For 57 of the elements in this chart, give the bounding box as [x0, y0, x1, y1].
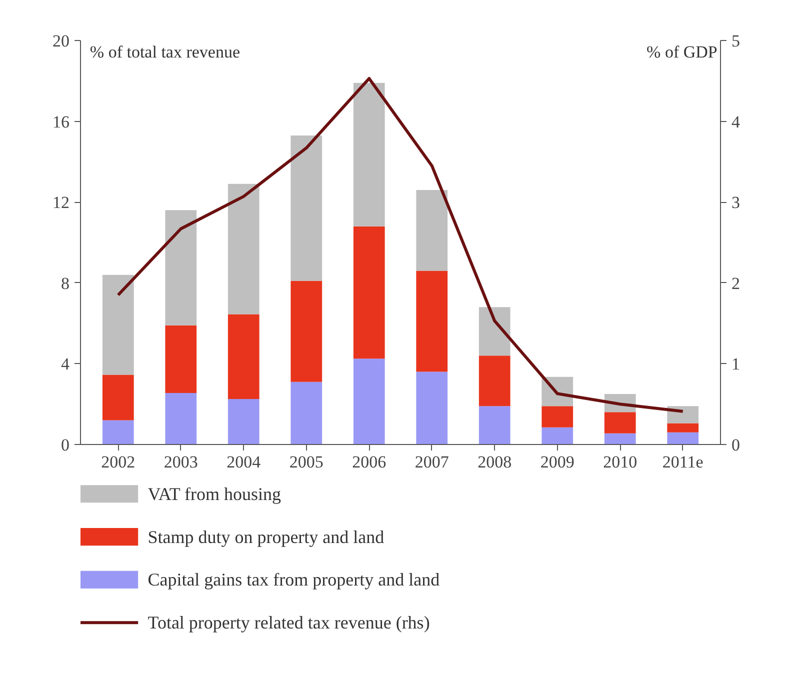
x-tick-label: 2007 — [414, 452, 450, 472]
legend-label: VAT from housing — [148, 484, 282, 504]
legend-label: Total property related tax revenue (rhs) — [148, 612, 430, 633]
bar — [102, 274, 134, 375]
bar — [416, 190, 448, 271]
bar — [228, 399, 260, 444]
x-tick-label: 2005 — [289, 452, 324, 472]
legend-label: Capital gains tax from property and land — [148, 570, 440, 590]
y-tick-label: 20 — [52, 32, 70, 50]
y2-tick-label: 1 — [732, 354, 740, 374]
y-tick-label: 4 — [61, 354, 70, 374]
y2-tick-label: 3 — [732, 193, 740, 212]
bar — [542, 406, 574, 428]
bar — [667, 406, 699, 424]
bar — [228, 184, 260, 314]
bar — [416, 270, 448, 372]
y2-tick-label: 2 — [732, 274, 740, 293]
bar — [478, 406, 510, 444]
y-axis-title: % of total tax revenue — [90, 42, 240, 62]
bar — [478, 307, 510, 356]
line-series — [116, 76, 684, 413]
y-tick-label: 0 — [61, 436, 70, 454]
bar — [353, 226, 385, 359]
bar — [416, 372, 448, 444]
y-tick-label: 16 — [52, 112, 70, 132]
bar — [353, 358, 385, 444]
bar — [667, 423, 699, 432]
bar — [604, 433, 636, 444]
legend-label: Stamp duty on property and land — [148, 526, 384, 547]
x-tick-label: 2008 — [478, 452, 512, 472]
x-tick-label: 2009 — [540, 452, 574, 472]
y-tick-label: 8 — [61, 274, 70, 293]
y2-tick-label: 4 — [732, 112, 740, 132]
bar — [165, 392, 197, 444]
x-tick-label: 2003 — [164, 452, 198, 472]
bar — [165, 325, 197, 393]
y2-tick-label: 5 — [732, 32, 740, 50]
bar — [102, 374, 134, 420]
bar — [102, 420, 134, 444]
y2-tick-label: 0 — [732, 436, 740, 454]
x-tick-label: 2006 — [352, 452, 386, 472]
bar — [290, 135, 322, 281]
x-tick-label: 2011e — [662, 452, 704, 472]
x-tick-label: 2002 — [101, 452, 136, 472]
bar — [290, 280, 322, 382]
bar — [542, 427, 574, 444]
bar — [604, 412, 636, 434]
bar — [165, 210, 197, 326]
bar — [667, 432, 699, 444]
x-tick-label: 2010 — [603, 452, 638, 472]
bar — [478, 356, 510, 406]
bar — [290, 382, 322, 444]
y-tick-label: 12 — [52, 193, 70, 212]
bar — [228, 314, 260, 400]
bar — [353, 82, 385, 226]
y2-axis-title: % of GDP — [646, 42, 718, 62]
x-tick-label: 2004 — [226, 452, 262, 472]
